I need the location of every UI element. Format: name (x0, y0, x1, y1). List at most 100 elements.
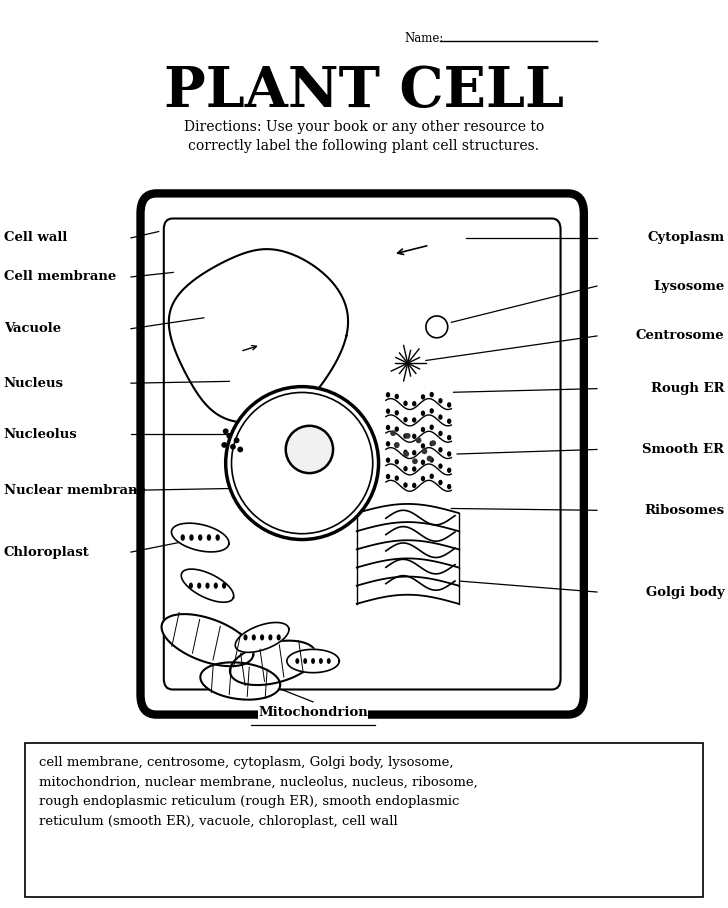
Circle shape (412, 450, 416, 456)
Polygon shape (172, 523, 229, 552)
Circle shape (403, 449, 408, 455)
Circle shape (447, 419, 451, 424)
Ellipse shape (189, 534, 194, 541)
Text: Nucleus: Nucleus (4, 377, 63, 390)
Polygon shape (200, 662, 280, 700)
Ellipse shape (215, 534, 220, 541)
Circle shape (447, 451, 451, 457)
Polygon shape (181, 569, 234, 602)
Ellipse shape (430, 440, 436, 446)
Circle shape (386, 441, 390, 447)
Circle shape (447, 402, 451, 408)
Ellipse shape (296, 658, 299, 664)
Ellipse shape (222, 583, 226, 588)
Circle shape (421, 394, 425, 400)
Ellipse shape (237, 447, 243, 452)
Circle shape (430, 425, 434, 430)
Text: Cytoplasm: Cytoplasm (647, 232, 724, 244)
Text: Ribosomes: Ribosomes (644, 504, 724, 517)
Circle shape (395, 459, 399, 465)
Circle shape (412, 467, 416, 472)
FancyBboxPatch shape (25, 743, 703, 897)
Text: Chloroplast: Chloroplast (4, 546, 90, 558)
Circle shape (403, 466, 408, 471)
Circle shape (430, 392, 434, 398)
Ellipse shape (285, 426, 333, 473)
Ellipse shape (390, 430, 396, 436)
Circle shape (395, 410, 399, 416)
Text: Cell membrane: Cell membrane (4, 271, 116, 283)
Text: Mitochondrion: Mitochondrion (258, 706, 368, 719)
Ellipse shape (223, 429, 229, 434)
Circle shape (386, 425, 390, 430)
Ellipse shape (304, 658, 307, 664)
Circle shape (395, 443, 399, 449)
Text: cell membrane, centrosome, cytoplasm, Golgi body, lysosome,
mitochondrion, nucle: cell membrane, centrosome, cytoplasm, Go… (39, 756, 478, 828)
Ellipse shape (422, 449, 427, 454)
Ellipse shape (243, 635, 248, 640)
Circle shape (447, 435, 451, 440)
Circle shape (386, 458, 390, 463)
Circle shape (412, 483, 416, 489)
Circle shape (438, 463, 443, 469)
Circle shape (395, 427, 399, 432)
Ellipse shape (260, 635, 264, 640)
Circle shape (412, 434, 416, 439)
Ellipse shape (197, 583, 201, 588)
Ellipse shape (252, 635, 256, 640)
Circle shape (430, 474, 434, 479)
Ellipse shape (230, 444, 236, 449)
Ellipse shape (207, 534, 211, 541)
Ellipse shape (327, 658, 331, 664)
Text: Centrosome: Centrosome (636, 330, 724, 342)
Circle shape (447, 468, 451, 473)
Circle shape (421, 476, 425, 481)
Text: Golgi body: Golgi body (646, 586, 724, 598)
Circle shape (395, 476, 399, 481)
Circle shape (403, 433, 408, 439)
Polygon shape (162, 614, 253, 666)
FancyBboxPatch shape (141, 193, 584, 715)
Ellipse shape (319, 658, 323, 664)
Text: Name:: Name: (404, 32, 443, 44)
Ellipse shape (226, 387, 379, 539)
Circle shape (386, 392, 390, 398)
Circle shape (430, 409, 434, 414)
Ellipse shape (394, 442, 400, 448)
Text: Vacuole: Vacuole (4, 322, 60, 335)
Ellipse shape (403, 451, 409, 457)
Ellipse shape (427, 456, 432, 461)
Circle shape (430, 441, 434, 447)
Text: Rough ER: Rough ER (651, 382, 724, 395)
Circle shape (403, 417, 408, 422)
Text: Smooth ER: Smooth ER (642, 443, 724, 456)
Circle shape (430, 458, 434, 463)
Circle shape (438, 398, 443, 403)
Circle shape (395, 394, 399, 400)
Circle shape (386, 474, 390, 479)
Text: PLANT CELL: PLANT CELL (164, 64, 564, 119)
Ellipse shape (181, 534, 185, 541)
Circle shape (447, 484, 451, 489)
Ellipse shape (311, 658, 315, 664)
Text: Lysosome: Lysosome (653, 280, 724, 292)
Circle shape (421, 427, 425, 432)
Ellipse shape (412, 459, 418, 464)
Circle shape (438, 430, 443, 436)
Ellipse shape (221, 442, 227, 448)
Circle shape (421, 459, 425, 465)
Circle shape (386, 409, 390, 414)
Text: Directions: Use your book or any other resource to
correctly label the following: Directions: Use your book or any other r… (184, 120, 544, 153)
Polygon shape (235, 623, 289, 652)
Circle shape (421, 410, 425, 416)
Text: Nuclear membrane: Nuclear membrane (4, 484, 146, 497)
Ellipse shape (234, 438, 240, 443)
Circle shape (438, 447, 443, 452)
Text: Nucleolus: Nucleolus (4, 428, 77, 440)
Ellipse shape (198, 534, 202, 541)
Circle shape (412, 401, 416, 407)
Ellipse shape (214, 583, 218, 588)
Ellipse shape (405, 433, 411, 439)
Circle shape (438, 479, 443, 485)
Circle shape (438, 414, 443, 419)
